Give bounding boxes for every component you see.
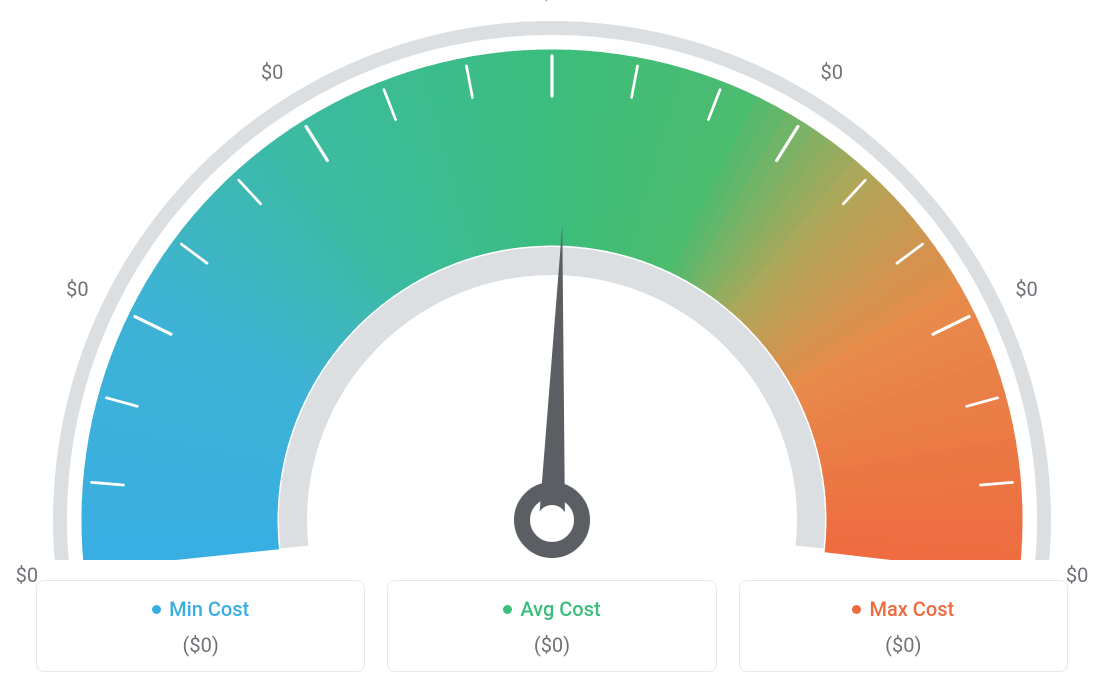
legend-card-max: Max Cost ($0) (739, 580, 1068, 672)
legend-label-avg: Avg Cost (520, 597, 600, 621)
gauge-svg (0, 0, 1104, 560)
scale-label: $0 (261, 60, 283, 84)
scale-label: $0 (821, 60, 843, 84)
legend-value-max: ($0) (750, 633, 1057, 657)
scale-label: $0 (66, 277, 88, 301)
legend-card-min: Min Cost ($0) (36, 580, 365, 672)
legend-value-min: ($0) (47, 633, 354, 657)
gauge-chart: $0$0$0$0$0$0$0 (0, 0, 1104, 560)
legend-label-max: Max Cost (869, 597, 954, 621)
legend-title-avg: Avg Cost (503, 597, 600, 621)
legend-title-max: Max Cost (852, 597, 954, 621)
legend-dot-max (852, 605, 861, 614)
legend-card-avg: Avg Cost ($0) (387, 580, 716, 672)
legend-title-min: Min Cost (152, 597, 249, 621)
legend-label-min: Min Cost (169, 597, 249, 621)
legend-row: Min Cost ($0) Avg Cost ($0) Max Cost ($0… (36, 580, 1068, 672)
legend-dot-min (152, 605, 161, 614)
scale-label: $0 (16, 563, 38, 587)
scale-label: $0 (1066, 563, 1088, 587)
scale-label: $0 (1015, 277, 1037, 301)
legend-value-avg: ($0) (398, 633, 705, 657)
legend-dot-avg (503, 605, 512, 614)
scale-label: $0 (541, 0, 563, 4)
